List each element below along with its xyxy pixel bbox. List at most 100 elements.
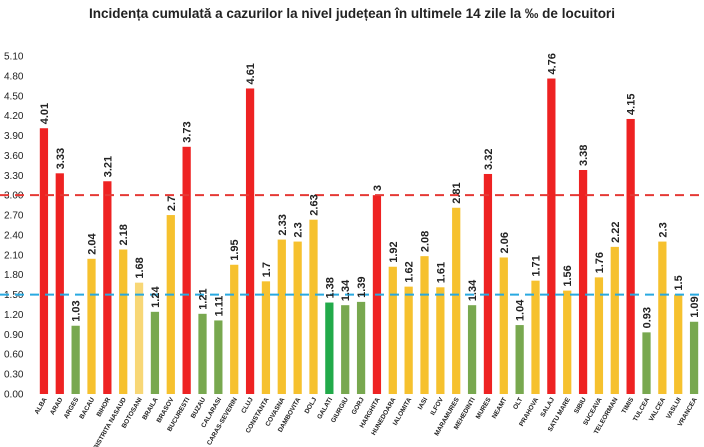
bar [594, 277, 604, 394]
data-label: 2.04 [87, 233, 99, 255]
y-tick-label: 0.60 [4, 350, 24, 361]
data-label: 1.11 [213, 296, 225, 317]
x-tick-label: SIBIU [573, 396, 588, 415]
data-label: 1.92 [388, 241, 400, 262]
data-label: 1.04 [515, 299, 527, 321]
x-tick-label: GORJ [351, 396, 366, 416]
data-label: 2.3 [657, 222, 669, 237]
bar [420, 256, 429, 394]
reference-lines [0, 194, 704, 296]
data-label: 1.61 [435, 262, 447, 283]
bar [610, 246, 619, 394]
x-tick-label: BACAU [78, 396, 96, 420]
data-labels: 4.01 3.33 1.03 2.04 3.21 2.18 1.68 1.24 2.7 3.73 1… [39, 53, 701, 328]
data-label: 1.62 [404, 261, 416, 282]
bar [689, 321, 699, 394]
data-label: 1.76 [594, 252, 606, 273]
bar [658, 241, 667, 394]
bar [214, 320, 223, 394]
chart-title: Incidența cumulată a cazurilor la nivel … [89, 6, 615, 21]
data-label: 2.7 [166, 196, 178, 211]
data-label: 2.18 [118, 224, 130, 245]
data-label: 1.34 [467, 279, 479, 301]
y-tick-label: 1.50 [4, 290, 24, 301]
bar [166, 215, 175, 394]
y-tick-label: 2.40 [4, 230, 24, 241]
data-label: 1.38 [324, 277, 336, 298]
y-tick-label: 3.00 [4, 191, 24, 202]
data-label: 4.76 [546, 53, 558, 74]
bar [483, 173, 493, 394]
data-label: 3.73 [182, 121, 194, 142]
bar [515, 325, 524, 394]
data-label: 3.32 [483, 149, 495, 170]
data-label: 1.09 [689, 296, 701, 317]
x-tick-label: BIHOR [96, 396, 113, 418]
data-label: 1.71 [531, 255, 543, 276]
bar [230, 264, 239, 394]
data-label: 2.63 [309, 194, 321, 215]
bar [531, 280, 540, 394]
bar [309, 219, 318, 394]
bar [150, 311, 160, 394]
bar [293, 241, 302, 394]
data-label: 1.21 [198, 288, 210, 309]
bar [341, 305, 350, 394]
bar [182, 146, 191, 394]
bar [578, 169, 588, 394]
data-label: 2.06 [499, 232, 511, 253]
x-tick-label: CLUJ [240, 396, 255, 415]
bar [388, 266, 397, 394]
y-tick-label: 3.30 [4, 171, 24, 182]
bar [245, 88, 255, 394]
y-tick-label: 3.90 [4, 131, 24, 142]
data-label: 3 [372, 185, 384, 191]
data-label: 2.08 [420, 231, 432, 252]
bars [39, 78, 699, 395]
y-tick-label: 4.80 [4, 71, 24, 82]
data-label: 2.3 [293, 222, 305, 237]
bar [452, 207, 461, 394]
y-tick-label: 2.70 [4, 211, 24, 222]
data-label: 4.61 [245, 63, 257, 84]
x-tick-label: NEAMT [491, 396, 509, 420]
data-label: 2.33 [277, 214, 289, 235]
bar [198, 313, 207, 394]
y-tick-label: 0.90 [4, 330, 24, 341]
x-tick-label: DOLJ [303, 396, 318, 415]
bar [71, 325, 80, 394]
y-tick-label: 5.10 [4, 52, 24, 63]
x-tick-label: IASI [417, 396, 429, 411]
data-label: 2.22 [610, 221, 622, 242]
bar [674, 294, 683, 394]
data-label: 3.21 [102, 156, 114, 177]
data-label: 3.33 [55, 148, 67, 169]
y-tick-label: 3.60 [4, 151, 24, 162]
x-tick-label: ILFOV [429, 396, 445, 417]
data-label: 1.34 [340, 279, 352, 301]
data-label: 3.38 [578, 145, 590, 166]
y-tick-label: 4.50 [4, 91, 24, 102]
x-tick-label: TIMIS [621, 396, 636, 415]
data-label: 0.93 [642, 307, 654, 328]
bar [55, 173, 64, 394]
bar [642, 332, 651, 394]
data-label: 4.01 [39, 103, 51, 124]
data-label: 1.24 [150, 286, 162, 308]
bar [134, 282, 144, 394]
bar [325, 302, 334, 394]
bar [467, 305, 477, 394]
x-tick-label: CARAS-SEVERIN [206, 396, 239, 446]
bar [404, 286, 413, 394]
data-label: 2.81 [451, 182, 463, 203]
x-tick-label: ALBA [34, 396, 49, 415]
y-tick-label: 4.20 [4, 111, 24, 122]
x-tick-label: SALAJ [539, 396, 556, 418]
x-tick-label: OLT [512, 396, 524, 410]
bar [436, 287, 445, 394]
bar [626, 118, 635, 395]
bar [356, 301, 366, 394]
data-label: 1.03 [71, 300, 83, 321]
